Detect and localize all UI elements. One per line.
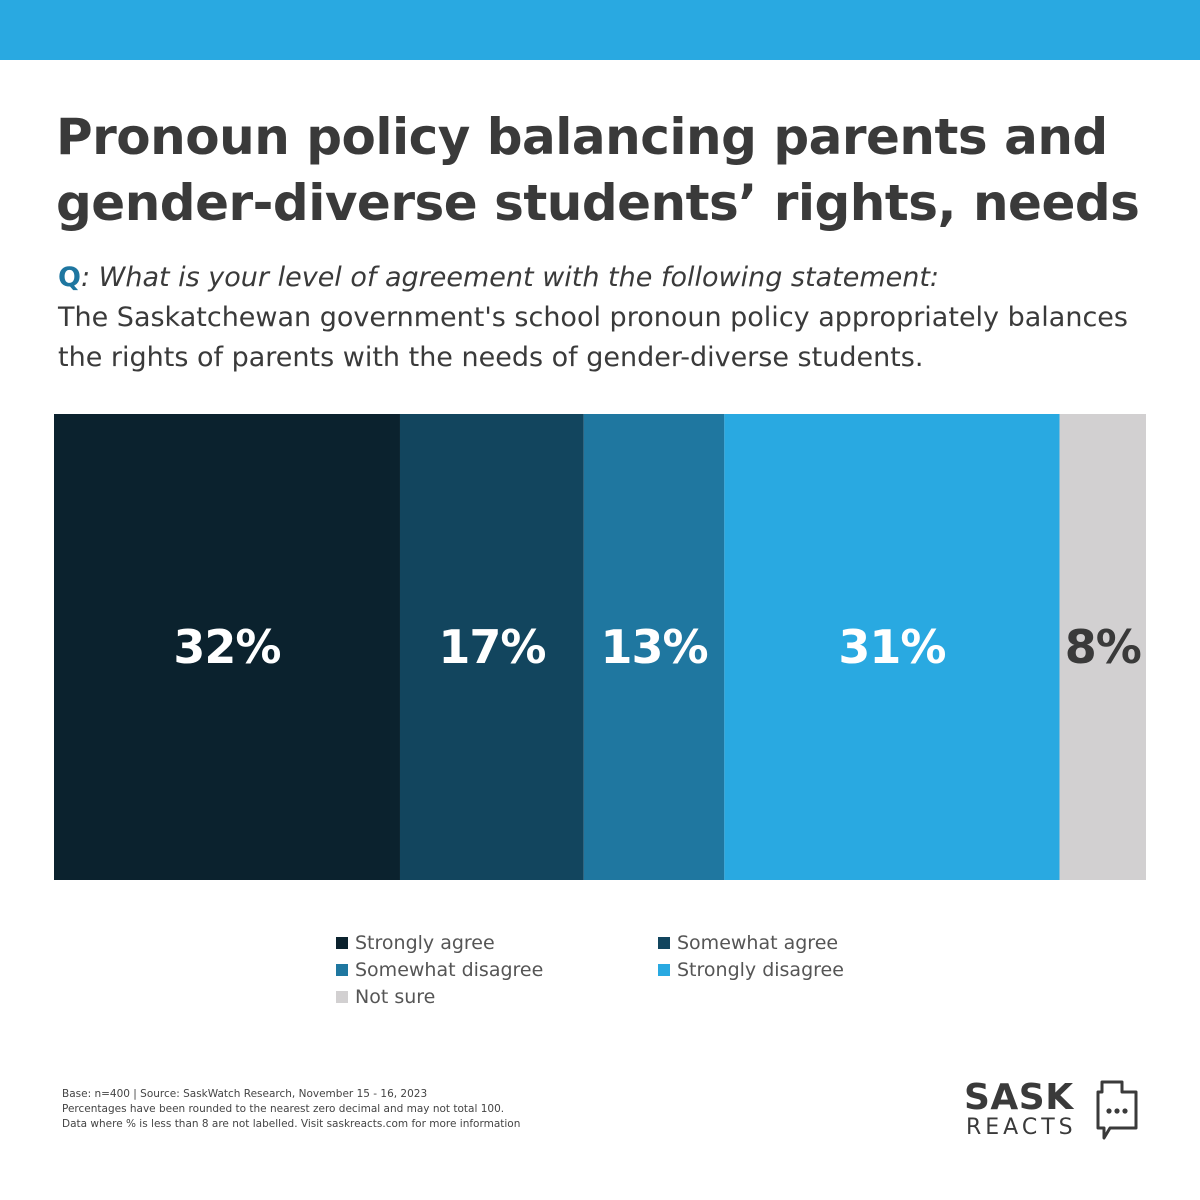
footnote: Base: n=400 | Source: SaskWatch Research… <box>62 1087 682 1132</box>
legend-swatch <box>336 937 348 949</box>
logo-word-reacts: REACTS <box>966 1115 1077 1140</box>
stacked-bar-chart: 32% 17% 13% 31% 8% <box>54 414 1146 880</box>
footnote-labelling: Data where % is less than 8 are not labe… <box>62 1118 521 1130</box>
top-banner <box>0 0 1200 60</box>
legend-item-somewhat-agree: Somewhat agree <box>658 932 838 954</box>
bar-segment-strongly-agree <box>54 414 400 880</box>
legend-label: Strongly agree <box>355 932 495 954</box>
legend-swatch <box>336 991 348 1003</box>
data-label-somewhat-disagree: 13% <box>601 620 708 674</box>
chart-title-line-2: gender-diverse students’ rights, needs <box>56 174 1140 232</box>
legend-item-strongly-agree: Strongly agree <box>336 932 495 954</box>
legend-label: Somewhat agree <box>677 932 839 954</box>
logo-word-sask: SASK <box>964 1077 1074 1118</box>
legend-item-somewhat-disagree: Somewhat disagree <box>336 959 543 981</box>
bar-segment-somewhat-disagree <box>583 414 725 880</box>
saskatchewan-speech-bubble-icon <box>1096 1080 1138 1140</box>
data-label-somewhat-agree: 17% <box>438 620 545 674</box>
legend-label: Strongly disagree <box>677 959 844 981</box>
question-marker: Q <box>58 262 81 293</box>
legend-swatch <box>658 964 670 976</box>
question-prompt: : What is your level of agreement with t… <box>80 262 940 293</box>
footnote-base-source: Base: n=400 | Source: SaskWatch Research… <box>62 1088 428 1100</box>
legend-item-strongly-disagree: Strongly disagree <box>658 959 844 981</box>
legend-label: Not sure <box>355 986 436 1008</box>
bar-segment-somewhat-agree <box>399 414 584 880</box>
question-statement: The Saskatchewan government's school pro… <box>58 302 1128 373</box>
survey-question: Q: What is your level of agreement with … <box>58 258 1158 378</box>
legend-swatch <box>336 964 348 976</box>
bar-segment-strongly-disagree <box>724 414 1060 880</box>
legend-swatch <box>658 937 670 949</box>
bar-segment-not-sure <box>1059 414 1146 880</box>
chart-title-line-1: Pronoun policy balancing parents and <box>56 108 1108 166</box>
data-label-not-sure: 8% <box>1065 620 1141 674</box>
data-label-strongly-agree: 32% <box>173 620 280 674</box>
legend-item-not-sure: Not sure <box>336 986 435 1008</box>
sask-reacts-logo: SASK REACTS <box>964 1078 1144 1144</box>
data-label-strongly-disagree: 31% <box>838 620 945 674</box>
footnote-rounding: Percentages have been rounded to the nea… <box>62 1103 505 1115</box>
legend-label: Somewhat disagree <box>355 959 544 981</box>
chart-title: Pronoun policy balancing parents and gen… <box>56 104 1166 236</box>
